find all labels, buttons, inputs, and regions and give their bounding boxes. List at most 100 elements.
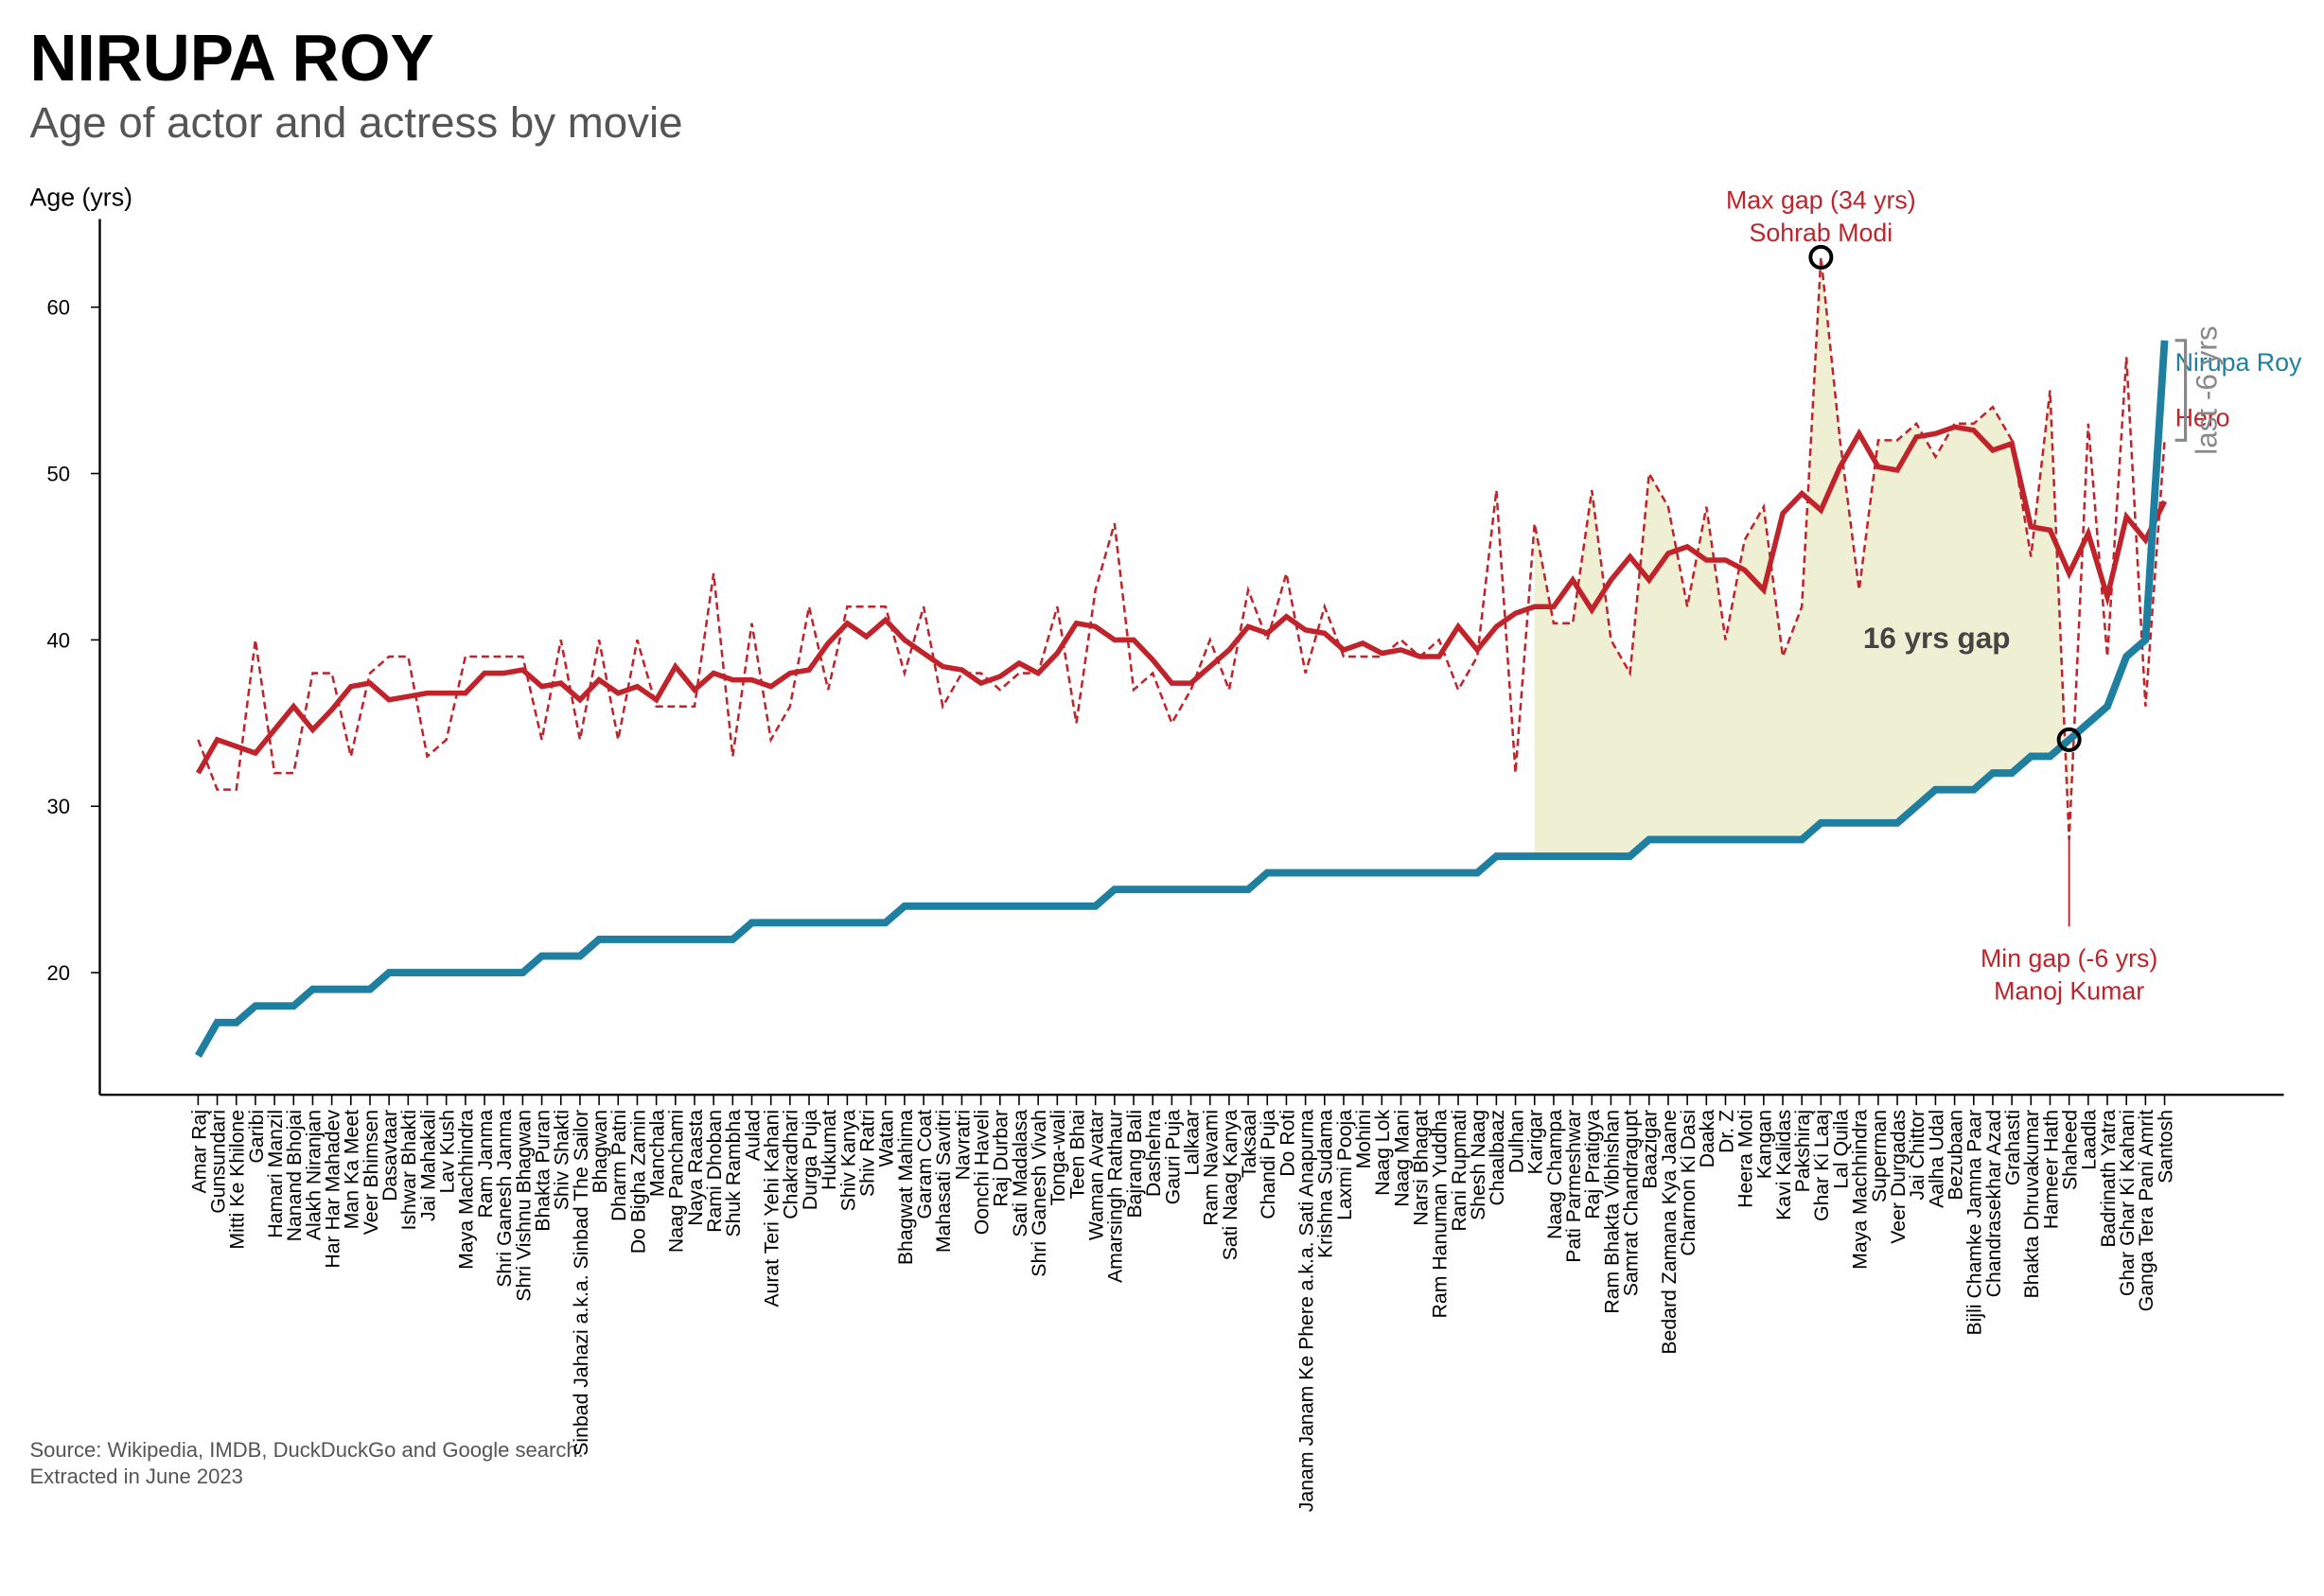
x-tick-label: Raj Durbar (990, 1110, 1012, 1207)
x-tick-label: Narsi Bhagat (1410, 1110, 1433, 1226)
y-tick-label: 60 (46, 296, 70, 320)
x-tick-label: Waman Avatar (1085, 1110, 1108, 1240)
x-tick-label: Hamari Manzil (264, 1110, 287, 1238)
x-tick-label: Shiv Shakti (551, 1110, 573, 1210)
annotation: Sohrab Modi (1750, 219, 1893, 247)
y-axis-label: Age (yrs) (29, 183, 132, 211)
annotation: Manoj Kumar (1994, 976, 2144, 1005)
x-tick-label: Mohini (1352, 1110, 1375, 1169)
x-tick-label: Watan (875, 1110, 898, 1167)
x-tick-label: Shaheed (2059, 1110, 2082, 1190)
x-tick-label: Karigar (1524, 1110, 1547, 1175)
x-tick-label: Santosh (2154, 1110, 2176, 1184)
x-tick-label: Lal Quila (1829, 1110, 1852, 1189)
x-tick-label: Bhakta Puran (531, 1110, 554, 1232)
x-tick-label: Amarsingh Rathaur (1104, 1110, 1127, 1283)
x-tick-label: Do Bigha Zamin (626, 1110, 649, 1254)
x-tick-label: Amar Raj (187, 1110, 210, 1194)
legend-label: Nirupa Roy (2175, 348, 2302, 377)
x-tick-label: Lalkaar (1180, 1110, 1203, 1176)
last-gap-bracket (2174, 339, 2188, 442)
x-tick-label: Pati Parmeshwar (1562, 1110, 1585, 1263)
x-tick-label: Laxmi Pooja (1333, 1110, 1356, 1220)
x-tick-label: Sati Naag Kanya (1219, 1110, 1241, 1261)
x-tick-label: Maya Machhindra (455, 1110, 478, 1270)
source: Extracted in June 2023 (29, 1464, 242, 1488)
y-tick-label: 40 (46, 628, 70, 652)
x-tick-label: Ram Bhakta Vibhishan (1600, 1110, 1623, 1314)
x-tick-label: Grahasti (2001, 1110, 2024, 1185)
y-tick-label: 50 (46, 462, 70, 485)
x-tick-label: Naag Champa (1543, 1110, 1566, 1239)
x-tick-label: Mitti Ke Khilone (226, 1110, 249, 1250)
x-tick-label: Ram Hanuman Yuddha (1429, 1110, 1452, 1319)
y-tick-label: 30 (46, 795, 70, 818)
x-tick-label: Sati Madalasa (1009, 1110, 1031, 1237)
annotation: last -6 yrs (2191, 325, 2224, 454)
x-tick-label: Shiv Kanya (836, 1110, 859, 1212)
x-tick-label: Naag Mani (1390, 1110, 1413, 1207)
x-tick-label: Garibi (245, 1110, 268, 1164)
x-tick-label: Naag Lok (1371, 1110, 1394, 1196)
x-tick-label: Bhagwan (589, 1110, 611, 1194)
x-tick-label: Dulhan (1505, 1110, 1527, 1173)
annotation: 16 yrs gap (1863, 622, 2011, 655)
x-tick-label: Charnon Ki Dasi (1677, 1110, 1699, 1256)
x-tick-label: Shesh Naag (1467, 1110, 1489, 1220)
x-tick-label: Baazigar (1639, 1110, 1662, 1189)
x-tick-label: Chakradhari (780, 1110, 802, 1219)
source: Source: Wikipedia, IMDB, DuckDuckGo and … (29, 1438, 583, 1462)
x-tick-label: Sinbad Jahazi a.k.a. Sinbad The Sailor (570, 1110, 592, 1456)
x-tick-label: Gunsundari (206, 1110, 229, 1214)
actress-line (194, 340, 2169, 1058)
x-tick-label: Gauri Puja (1161, 1110, 1184, 1205)
x-tick-label: Aalha Udal (1925, 1110, 1947, 1208)
gap-area (1534, 256, 2069, 857)
x-tick-label: Bedard Zamana Kya Jaane (1658, 1110, 1681, 1355)
x-tick-label: Taksaal (1238, 1110, 1260, 1178)
hero-line (197, 256, 2166, 840)
x-tick-label: Pakshiraj (1791, 1110, 1814, 1192)
x-tick-label: Aulad (741, 1110, 764, 1161)
x-tick-label: Daaka (1696, 1110, 1718, 1168)
x-tick-label: Lav Kush (436, 1110, 459, 1194)
x-tick-label: Superman (1868, 1110, 1891, 1202)
x-tick-label: Nanand Bhojai (283, 1110, 306, 1241)
x-tick-label: Veer Bhimsen (360, 1110, 382, 1235)
x-tick-label: Shuk Rambha (722, 1110, 745, 1237)
x-tick-label: Durga Puja (799, 1110, 821, 1210)
x-tick-label: Laadla (2078, 1110, 2101, 1170)
annotation: Min gap (-6 yrs) (1981, 944, 2157, 973)
x-tick-label: Shiv Ratri (855, 1110, 878, 1197)
x-tick-label: Rani Rupmati (1448, 1110, 1470, 1232)
x-tick-label: Hameer Hath (2039, 1110, 2062, 1229)
x-tick-label: Krishna Sudama (1314, 1110, 1337, 1258)
x-tick-label: Man Ka Meet (341, 1110, 363, 1229)
y-tick-label: 20 (46, 961, 70, 985)
x-tick-label: Shri Ganesh Vivah (1028, 1110, 1050, 1277)
x-tick-label: Kangan (1753, 1110, 1776, 1179)
x-tick-label: Rami Dhoban (703, 1110, 726, 1233)
x-tick-label: Veer Durgadas (1887, 1110, 1910, 1244)
x-tick-label: Tonga-wali (1047, 1110, 1069, 1206)
x-tick-label: Bhakta Dhruvakumar (2020, 1110, 2043, 1299)
x-tick-label: Garam Coat (913, 1110, 936, 1219)
x-tick-label: Bhagwat Mahima (894, 1110, 917, 1265)
x-tick-label: Janam Janam Ke Phere a.k.a. Sati Anapurn… (1294, 1110, 1317, 1512)
x-tick-label: Jai Mahakali (416, 1110, 439, 1221)
x-tick-label: Bajrang Bali (1123, 1110, 1146, 1219)
x-tick-label: Heera Moti (1734, 1110, 1757, 1208)
x-tick-label: Chandrasekhar Azad (1982, 1110, 2005, 1297)
x-tick-label: Kavi Kalidas (1772, 1110, 1795, 1220)
min-gap-marker (2056, 727, 2082, 752)
x-tick-label: Shri Ganesh Janma (493, 1110, 516, 1288)
x-tick-label: Ghar Ki Laaj (1810, 1110, 1833, 1221)
x-tick-label: Jai Chittor (1906, 1110, 1928, 1201)
x-tick-label: Bijli Chamke Jamna Paar (1963, 1110, 1986, 1336)
hero-trend (195, 424, 2168, 775)
x-tick-label: Naya Raasta (684, 1110, 707, 1226)
x-tick-label: Bezubaan (1944, 1110, 1966, 1201)
x-tick-label: Navratri (951, 1110, 974, 1180)
x-tick-label: Oonchi Haveli (970, 1110, 993, 1235)
